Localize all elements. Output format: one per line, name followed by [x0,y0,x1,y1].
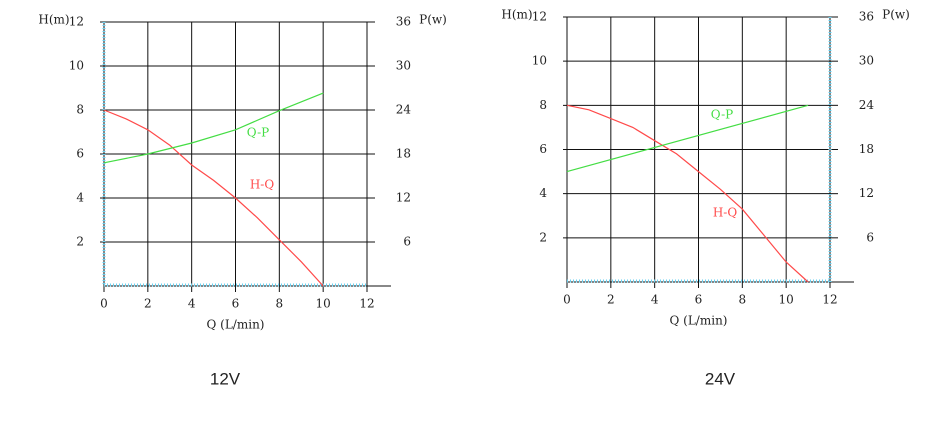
y2-tick-label: 12 [859,186,874,200]
y2-axis-label: P(w) [882,8,910,22]
y2-tick-label: 12 [396,191,411,205]
x-tick-label: 10 [779,293,794,307]
series-label: Q-P [247,126,269,140]
x-axis-label: Q (L/min) [207,318,265,332]
x-tick-label: 10 [316,297,331,311]
y2-tick-label: 24 [859,98,875,112]
y2-tick-label: 30 [859,54,874,68]
y-tick-label: 10 [532,54,547,68]
series-label: Q-P [711,108,733,122]
y-tick-label: 6 [539,142,547,156]
y2-axis-label: P(w) [419,13,447,27]
y-tick-label: 12 [69,15,84,29]
y-tick-label: 2 [539,230,547,244]
series-label: H-Q [713,206,738,220]
series-line [566,104,809,173]
y-tick-label: 8 [539,98,547,112]
y2-tick-label: 18 [859,142,874,156]
y-tick-label: 10 [69,59,84,73]
x-axis-label: Q (L/min) [670,314,728,328]
y-tick-label: 12 [532,10,547,24]
x-tick-label: 4 [651,293,659,307]
y2-tick-label: 24 [396,103,412,117]
x-tick-label: 2 [607,293,615,307]
y-axis-label: H(m) [38,13,69,27]
series-label: H-Q [250,178,275,192]
x-tick-label: 0 [563,293,571,307]
x-tick-label: 6 [695,293,703,307]
y-axis-label: H(m) [501,8,532,22]
y2-tick-label: 36 [396,15,411,29]
y2-tick-label: 6 [403,235,411,249]
x-tick-label: 8 [276,297,284,311]
y2-tick-label: 18 [396,147,411,161]
caption: 12V [210,369,241,388]
y-tick-label: 2 [76,235,84,249]
caption: 24V [705,369,736,388]
x-tick-label: 0 [100,297,108,311]
series-line [566,104,809,283]
y-tick-label: 4 [76,191,84,205]
x-tick-label: 12 [359,297,374,311]
x-tick-label: 2 [144,297,152,311]
x-tick-label: 6 [232,297,240,311]
series-line [103,109,324,287]
y-tick-label: 6 [76,147,84,161]
x-tick-label: 12 [822,293,837,307]
y2-tick-label: 6 [866,230,874,244]
y-tick-label: 8 [76,103,84,117]
y2-tick-label: 36 [859,10,874,24]
y-tick-label: 4 [539,186,547,200]
series-line [103,92,324,164]
y2-tick-label: 30 [396,59,411,73]
x-tick-label: 8 [739,293,747,307]
x-tick-label: 4 [188,297,196,311]
